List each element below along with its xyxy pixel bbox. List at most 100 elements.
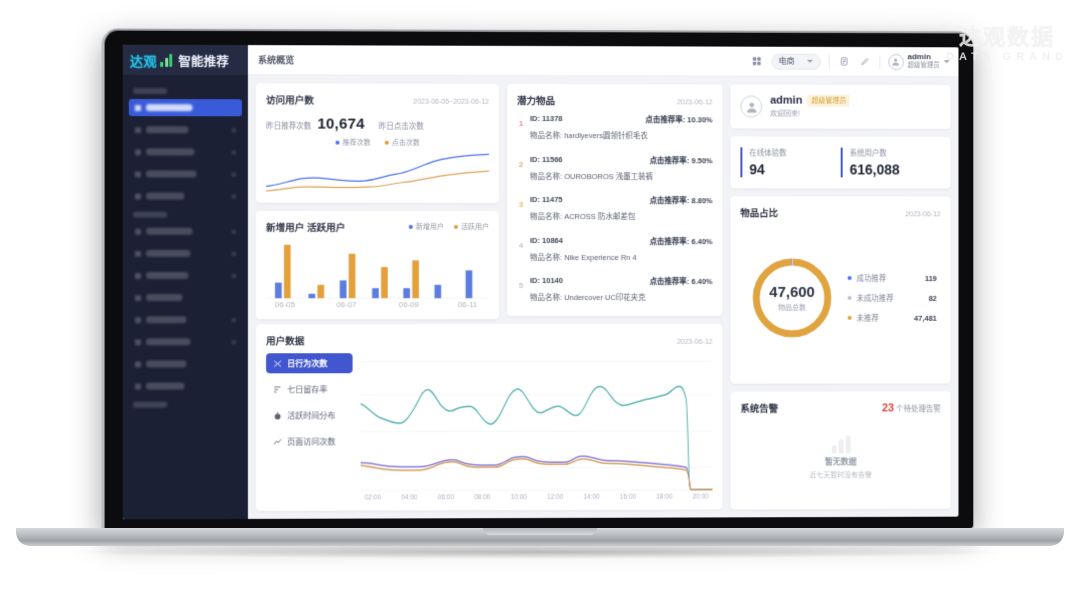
sidebar-item-3[interactable] xyxy=(129,143,242,160)
item-id: ID: 11475 xyxy=(530,194,563,205)
item-name: 物品名称: OUROBOROS 浅墨工装裤 xyxy=(530,171,654,181)
laptop-shadow xyxy=(60,545,1020,559)
alert-count-number: 23 xyxy=(882,402,895,415)
items-list: 1 ID: 11378 点击推荐率: 10.30% 物品名称: hardlyev… xyxy=(517,112,713,307)
sidebar-item-icon xyxy=(134,316,141,323)
bar-x-labels: 06-05 06-07 06-09 06-11 xyxy=(275,300,477,309)
x-tick: 20:00 xyxy=(692,493,709,501)
users-legend: 新增用户 活跃用户 xyxy=(408,222,489,232)
legend-label: 新增用户 xyxy=(415,224,444,232)
stat-online-trials: 在线体验数 94 xyxy=(740,147,841,178)
visit-line-chart xyxy=(266,150,489,195)
sidebar-item-label xyxy=(146,148,195,156)
series-recommend-line xyxy=(266,153,489,187)
legend-not-recommended[interactable]: 未推荐 47,481 xyxy=(847,312,941,323)
sidebar-item-2[interactable] xyxy=(129,121,242,138)
stat-value: 616,088 xyxy=(849,161,900,178)
document-icon[interactable] xyxy=(837,55,850,68)
sidebar-item-9[interactable] xyxy=(129,289,242,306)
card-title: 用户数据 xyxy=(266,336,305,348)
sidebar-item-label xyxy=(146,316,187,324)
list-item[interactable]: 1 ID: 11378 点击推荐率: 10.30% 物品名称: hardlyev… xyxy=(517,112,713,145)
legend-label: 未成功推荐 xyxy=(856,293,894,303)
user-data-card: 用户数据 2023-06-12 日行为次数 xyxy=(255,323,723,511)
chevron-right-icon xyxy=(231,339,236,344)
welcome-greeting: 欢迎回来! xyxy=(770,110,800,118)
sidebar-item-13[interactable] xyxy=(129,377,242,394)
list-item[interactable]: 3 ID: 11475 点击推荐率: 8.80% 物品名称: ACROSS 防水… xyxy=(517,193,713,226)
sidebar-item-12[interactable] xyxy=(129,355,242,372)
x-tick: 08:00 xyxy=(474,494,491,502)
list-item[interactable]: 4 ID: 10864 点击推荐率: 6.40% 物品名称: Nike Expe… xyxy=(517,233,713,266)
sidebar-item-icon xyxy=(134,126,141,133)
list-item[interactable]: 5 ID: 10140 点击推荐率: 6.40% 物品名称: Undercove… xyxy=(517,274,713,307)
laptop-screen: 达观 智能推荐 xyxy=(122,44,959,520)
legend-label: 未推荐 xyxy=(856,313,879,323)
chevron-right-icon xyxy=(231,251,236,256)
sidebar-item-overview[interactable] xyxy=(128,98,242,117)
ratio-body: 47,600 物品总数 成功推荐 119 xyxy=(740,221,940,375)
sidebar-group-heading xyxy=(132,401,168,408)
card-title: 潜力物品 xyxy=(516,95,556,108)
donut-legend: 成功推荐 119 未成功推荐 82 xyxy=(847,273,941,324)
legend-dot xyxy=(847,276,852,280)
card-header: 新增用户 活跃用户 新增用户 xyxy=(266,220,489,234)
x-tick: 18:00 xyxy=(656,493,673,501)
data-body: 日行为次数 七日留存率 活跃时间分布 xyxy=(266,353,712,502)
edit-pen-icon[interactable] xyxy=(858,55,871,68)
sidebar-item-6[interactable] xyxy=(129,223,242,240)
card-title: 访问用户数 xyxy=(266,95,314,107)
sidebar-item-7[interactable] xyxy=(129,245,242,262)
legend-click[interactable]: 点击次数 xyxy=(384,138,420,148)
tab-page-visits[interactable]: 页面访问次数 xyxy=(266,431,353,451)
chevron-right-icon xyxy=(231,273,236,278)
x-tick: 12:00 xyxy=(547,493,564,501)
sidebar-item-11[interactable] xyxy=(129,333,242,350)
grid-lines xyxy=(361,361,713,491)
sidebar-item-4[interactable] xyxy=(129,165,242,182)
stat-label: 系统用户数 xyxy=(849,148,887,158)
card-header: 用户数据 2023-06-12 xyxy=(266,333,712,347)
card-date: 2023-06-12 xyxy=(905,211,941,219)
legend-dot xyxy=(408,225,413,230)
sidebar-item-label xyxy=(146,170,197,178)
tab-active-time-distribution[interactable]: 活跃时间分布 xyxy=(266,405,353,425)
sidebar-item-8[interactable] xyxy=(129,267,242,284)
app-logo[interactable]: 达观 智能推荐 xyxy=(122,44,248,76)
app-root: 达观 智能推荐 xyxy=(122,44,959,520)
legend-failed-recommend[interactable]: 未成功推荐 82 xyxy=(847,292,941,303)
kpi-recommend-value: 10,674 xyxy=(317,115,365,133)
item-rate: 点击推荐率: 6.40% xyxy=(649,236,713,246)
welcome-user-name: admin xyxy=(770,94,803,107)
chevron-down-icon xyxy=(806,59,813,63)
svg-text:06-09: 06-09 xyxy=(399,300,419,309)
legend-success-recommend[interactable]: 成功推荐 119 xyxy=(847,273,941,284)
chevron-right-icon xyxy=(231,127,236,132)
legend-label: 点击次数 xyxy=(391,139,420,147)
card-date-range: 2023-06-05~2023-06-12 xyxy=(413,98,489,106)
apps-grid-icon[interactable] xyxy=(750,55,763,68)
tab-label: 日行为次数 xyxy=(287,358,328,368)
logo-bars-icon xyxy=(160,53,175,67)
tab-daily-behavior[interactable]: 日行为次数 xyxy=(266,353,353,374)
tab-seven-day-retention[interactable]: 七日留存率 xyxy=(266,379,353,399)
legend-new-users[interactable]: 新增用户 xyxy=(408,222,444,232)
legend-recommend[interactable]: 推荐次数 xyxy=(335,138,371,148)
sidebar-item-label xyxy=(146,249,191,257)
list-item[interactable]: 2 ID: 11566 点击推荐率: 9.50% 物品名称: OUROBOROS… xyxy=(517,152,713,185)
sidebar-item-5[interactable] xyxy=(129,187,242,204)
potential-items-card: 潜力物品 2023-06-12 1 ID: 113 xyxy=(506,83,723,317)
sidebar-item-10[interactable] xyxy=(129,311,242,328)
donut-segment-not-recommended xyxy=(756,261,829,334)
sidebar-item-icon xyxy=(134,148,141,155)
legend-active-users[interactable]: 活跃用户 xyxy=(453,222,489,232)
svg-text:06-07: 06-07 xyxy=(336,300,356,309)
item-id: ID: 10864 xyxy=(530,235,563,245)
topbar: 系统概览 电商 xyxy=(247,45,959,78)
scene-select[interactable]: 电商 xyxy=(770,53,821,70)
card-header: 物品占比 2023-06-12 xyxy=(740,205,940,219)
watermark-cn: 达观数据 xyxy=(959,25,1056,50)
user-menu[interactable]: admin 超级管理员 xyxy=(887,53,950,71)
sidebar: 达观 智能推荐 xyxy=(122,44,248,520)
item-name: 物品名称: ACROSS 防水邮差包 xyxy=(530,211,636,222)
